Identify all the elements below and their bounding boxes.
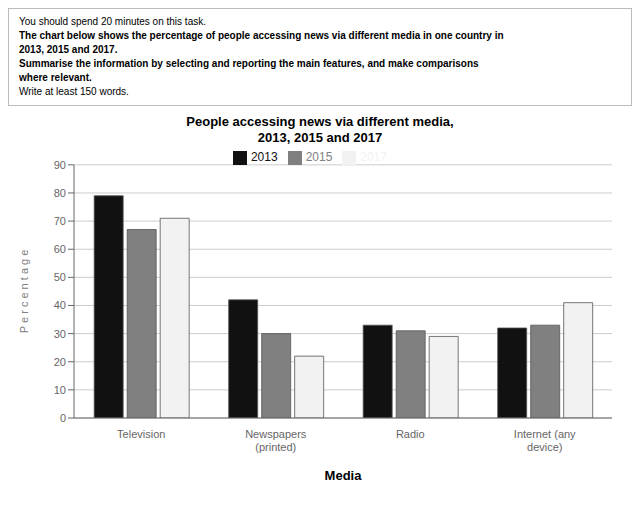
html-text:2013: 2013 [250,150,278,164]
svg-text:Internet (anydevice): Internet (anydevice) [514,428,576,453]
html-text:2013, 2015 and 2017: 2013, 2015 and 2017 [257,130,383,145]
svg-text:P e r c e n t a g e: P e r c e n t a g e [18,250,30,334]
svg-text:Radio: Radio [396,428,425,440]
html-text:2015: 2015 [305,150,333,164]
html-text:2017: 2017 [360,150,387,164]
html-text:2013, 2015 and 2017.: 2013, 2015 and 2017. [19,44,118,55]
svg-text:10: 10 [54,384,66,396]
svg-text:80: 80 [54,187,66,199]
svg-text:20: 20 [54,356,66,368]
html-text:where relevant.: where relevant. [19,72,92,83]
html-text:People accessing news via diff: People accessing news via different medi… [186,114,454,129]
svg-text:50: 50 [54,271,66,283]
svg-text:Media: Media [325,468,363,483]
svg-text:40: 40 [54,299,66,311]
html-text:The chart below shows the perc: The chart below shows the percentage of … [19,30,504,41]
html-text:You should spend 20 minutes on: You should spend 20 minutes on this task… [19,16,206,27]
svg-text:70: 70 [54,215,66,227]
svg-text:0: 0 [60,412,66,424]
svg-text:60: 60 [54,243,66,255]
svg-text:90: 90 [54,159,66,171]
svg-text:Television: Television [117,428,165,440]
svg-text:Newspapers(printed): Newspapers(printed) [245,428,307,453]
svg-text:30: 30 [54,328,66,340]
html-text:Write at least 150 words.: Write at least 150 words. [19,86,129,97]
html-text:Summarise the information by s: Summarise the information by selecting a… [19,58,479,69]
